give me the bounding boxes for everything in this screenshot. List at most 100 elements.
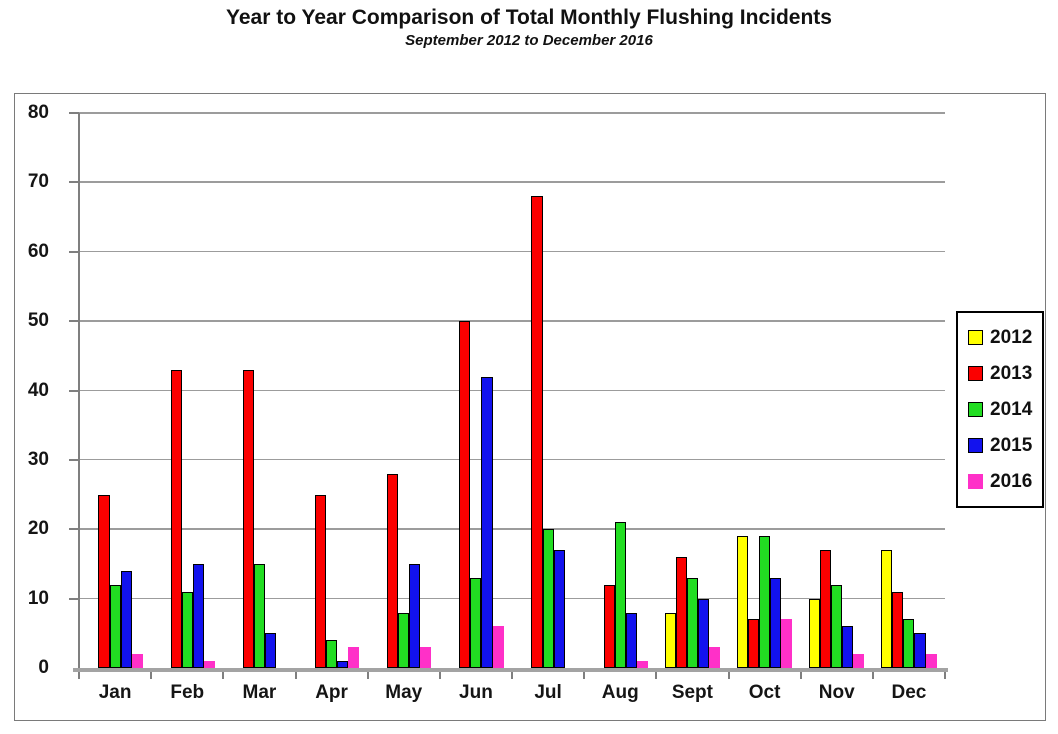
legend-item-2015: 2015 [968,436,1042,455]
legend-swatch-2015 [968,438,983,454]
y-tick-label-80: 80 [27,102,49,123]
bar-2015-feb [192,563,204,668]
bar-2013-oct [747,619,760,668]
x-tick-1 [150,672,153,679]
legend-label-2013: 2013 [990,362,1033,384]
x-tick-label-aug: Aug [601,682,639,703]
x-tick-label-apr: Apr [315,682,348,703]
bar-2014-feb [181,591,193,668]
y-tick-80 [69,112,79,114]
bar-2015-aug [625,612,637,668]
gridline-70 [79,181,945,183]
bar-2012-dec [881,550,893,668]
legend-label-2012: 2012 [990,326,1033,348]
x-tick-9 [727,672,730,679]
bar-2013-feb [170,369,182,668]
x-tick-label-sept: Sept [671,682,713,703]
x-tick-12 [944,672,946,679]
y-tick-label-0: 0 [38,657,49,678]
bar-2015-may [409,563,421,668]
bar-2014-jun [470,577,482,668]
bar-2015-dec [914,633,926,668]
bar-2016-feb [203,661,215,668]
bar-2014-oct [759,536,771,668]
bar-2016-dec [925,654,937,668]
bar-2014-apr [326,640,338,668]
bar-2014-dec [903,619,915,668]
x-tick-5 [438,672,441,679]
legend-item-2013: 2013 [968,364,1042,383]
y-tick-40 [69,389,79,392]
x-tick-label-jun: Jun [459,682,493,703]
bar-2015-oct [770,577,782,668]
y-tick-10 [69,597,79,600]
x-tick-6 [511,672,513,679]
bar-2013-aug [603,584,615,668]
x-tick-8 [655,672,658,679]
chart-area: 0 10 20 30 40 50 60 70 80 Jan Feb Mar Apr May Jun Jul Au… [14,93,1046,721]
gridline-30 [79,458,945,461]
bar-2013-apr [314,494,327,668]
x-tick-label-mar: Mar [242,682,277,703]
chart-title: Year to Year Comparison of Total Monthly… [226,6,832,29]
bar-2015-sept [697,598,710,668]
legend: 2012 2013 2014 2015 2016 [956,311,1044,508]
y-tick-label-60: 60 [27,240,49,262]
y-tick-50 [69,320,79,323]
gridline-20 [79,528,945,530]
bar-2016-jun [492,626,504,668]
bar-2012-oct [736,536,748,668]
bar-2014-jul [542,529,554,668]
bar-2013-may [387,473,399,668]
y-tick-label-10: 10 [27,587,49,609]
legend-swatch-2016 [968,474,983,490]
legend-item-2016: 2016 [968,472,1042,491]
x-tick-0 [78,672,80,679]
gridline-60 [79,250,945,253]
bar-2012-nov [808,598,821,668]
x-tick-3 [294,672,297,679]
gridline-80 [79,112,945,114]
bar-2016-oct [781,619,793,668]
legend-swatch-2012 [968,329,983,345]
gridline-50 [79,320,945,322]
gridline-10 [79,597,945,600]
y-tick-label-20: 20 [27,518,49,540]
x-tick-label-dec: Dec [891,682,927,703]
bar-2014-aug [614,522,626,668]
y-tick-label-30: 30 [27,448,49,470]
plot-area: 0 10 20 30 40 50 60 70 80 Jan Feb Mar Apr May Jun Jul Au… [15,94,1045,720]
legend-swatch-2014 [968,401,983,417]
bar-2013-mar [242,369,254,668]
bar-2016-nov [853,654,865,668]
x-tick-label-jan: Jan [98,682,132,703]
x-tick-label-oct: Oct [748,682,781,703]
legend-label-2016: 2016 [990,471,1033,493]
bar-2014-mar [253,563,265,668]
bar-2015-jan [120,570,132,668]
x-tick-2 [222,672,225,679]
y-tick-20 [69,528,79,531]
x-tick-label-may: May [385,682,423,703]
bar-2012-sept [664,612,676,668]
bar-2013-dec [892,591,904,668]
bar-2015-jun [481,376,493,668]
bar-2016-apr [348,647,360,668]
y-tick-label-70: 70 [27,171,49,193]
bar-2015-nov [842,626,854,668]
x-tick-11 [871,672,874,679]
bar-2014-sept [686,577,698,668]
legend-label-2014: 2014 [990,398,1033,420]
y-tick-label-50: 50 [27,310,49,332]
y-tick-70 [69,181,79,184]
bar-2014-jan [109,584,121,668]
bar-2013-nov [820,550,832,668]
legend-item-2012: 2012 [968,328,1042,347]
bar-2013-jun [459,321,471,668]
y-tick-label-40: 40 [27,379,49,401]
bar-2013-jan [98,494,110,668]
bar-2015-mar [264,633,277,668]
bar-2014-may [398,612,410,668]
legend-swatch-2013 [968,365,983,381]
x-tick-10 [799,672,802,679]
